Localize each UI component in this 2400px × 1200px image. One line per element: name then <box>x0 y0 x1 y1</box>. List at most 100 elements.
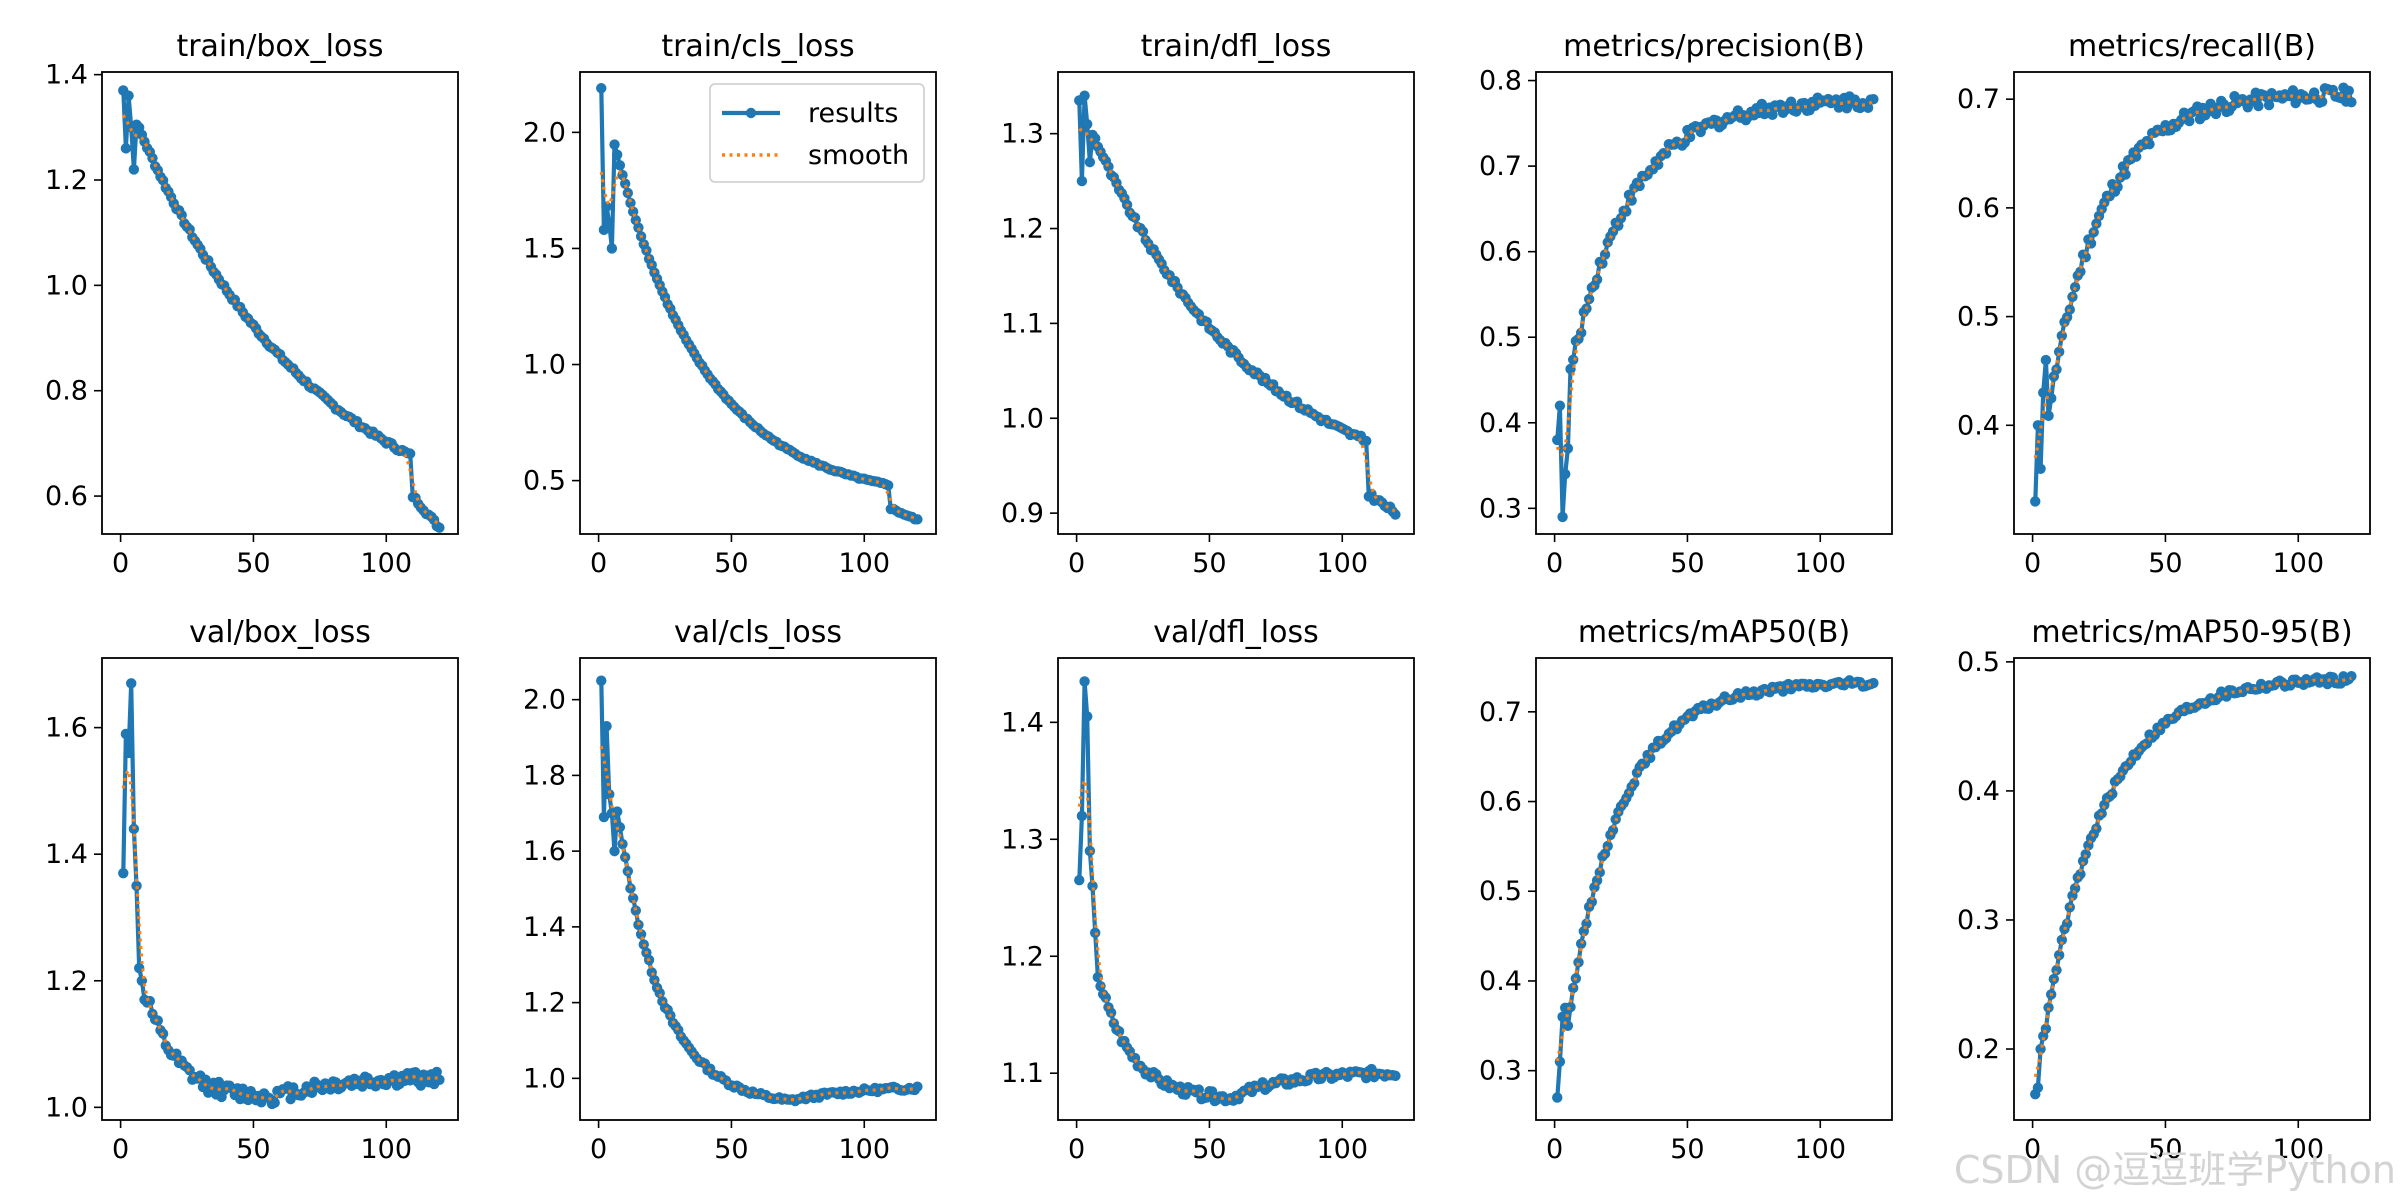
y-tick-label: 0.4 <box>1957 776 2000 807</box>
x-tick-label: 50 <box>2148 1134 2182 1165</box>
axes-frame <box>101 657 459 1121</box>
x-tick-label: 50 <box>2148 548 2182 579</box>
axes-frame <box>579 657 937 1121</box>
y-tick-label: 0.6 <box>1957 193 2000 224</box>
y-tick-label: 0.4 <box>1479 966 1522 997</box>
data-point <box>2032 420 2044 431</box>
x-tick-label: 0 <box>1068 1134 1085 1165</box>
series-smooth-line <box>599 745 918 1102</box>
data-point <box>2316 96 2328 107</box>
chart-panel: metrics/mAP50-95(B) 0 50 100 0.2 0.3 0.4 0.5 <box>1957 615 2371 1165</box>
data-point <box>625 197 636 209</box>
data-point <box>2346 670 2357 682</box>
y-tick-label: 0.5 <box>1957 302 2000 333</box>
data-point <box>1785 96 1797 107</box>
y-tick-label: 0.4 <box>1479 408 1522 439</box>
y-tick-label: 0.3 <box>1957 905 2000 936</box>
y-tick-label: 2.0 <box>523 117 566 148</box>
data-point <box>1621 206 1632 217</box>
data-point <box>2131 151 2142 162</box>
data-point <box>410 1067 421 1078</box>
y-tick-label: 2.0 <box>523 685 566 716</box>
plot-area <box>2030 670 2357 1100</box>
data-point <box>184 224 195 235</box>
data-point <box>2080 849 2091 860</box>
data-point <box>2346 97 2357 108</box>
y-tick-label: 0.5 <box>1479 322 1522 353</box>
data-point <box>1645 752 1656 764</box>
data-point <box>2030 496 2041 507</box>
data-point <box>912 514 923 525</box>
data-point <box>2343 85 2354 97</box>
data-point <box>1567 982 1579 994</box>
plot-area <box>596 675 923 1107</box>
axes-frame <box>1057 657 1415 1121</box>
data-point <box>619 178 631 189</box>
y-tick-label: 0.3 <box>1479 1056 1522 1087</box>
data-point <box>2051 964 2062 976</box>
y-tick-label: 0.8 <box>45 376 88 407</box>
plot-area <box>1552 91 1879 523</box>
data-point <box>611 149 623 160</box>
x-tick-label: 0 <box>1546 1134 1563 1165</box>
chart-title: train/dfl_loss <box>1141 29 1332 64</box>
data-point <box>2263 99 2275 111</box>
data-point <box>2032 1082 2044 1093</box>
data-point <box>1076 175 1088 187</box>
y-tick-label: 1.2 <box>1001 941 1044 972</box>
y-tick-label: 1.0 <box>45 1092 88 1123</box>
x-tick-label: 50 <box>1670 1134 1704 1165</box>
chart-title: metrics/mAP50(B) <box>1578 615 1850 650</box>
y-tick-label: 1.4 <box>45 839 88 870</box>
data-point <box>2184 115 2195 127</box>
y-tick-label: 1.2 <box>523 988 566 1019</box>
chart-title: val/box_loss <box>189 615 371 650</box>
chart-panel: metrics/precision(B) 0 50 100 0.3 0.4 0.5 0.6 0.… <box>1479 29 1893 579</box>
y-tick-label: 0.6 <box>45 481 88 512</box>
x-tick-label: 0 <box>1546 548 1563 579</box>
y-tick-label: 0.8 <box>1479 66 1522 97</box>
data-point <box>598 811 610 823</box>
x-tick-label: 100 <box>2272 548 2324 579</box>
x-tick-label: 0 <box>112 1134 129 1165</box>
data-point <box>596 675 607 686</box>
y-tick-label: 0.7 <box>1957 84 2000 115</box>
data-point <box>1557 511 1568 523</box>
axes-frame <box>1535 71 1893 535</box>
data-point <box>2107 788 2118 800</box>
x-tick-label: 100 <box>838 548 890 579</box>
data-point <box>633 222 644 233</box>
x-tick-label: 100 <box>360 548 412 579</box>
data-point <box>118 867 129 879</box>
data-point <box>357 1081 368 1092</box>
data-point <box>434 1074 445 1086</box>
y-tick-label: 0.9 <box>1001 498 1044 529</box>
series-results-line <box>1555 94 1874 520</box>
x-tick-label: 100 <box>360 1134 412 1165</box>
chart-panel: train/dfl_loss 0 50 100 0.9 1.0 1.1 1.2 1.3 <box>1001 29 1415 579</box>
data-point <box>1634 180 1645 192</box>
y-tick-label: 1.0 <box>1001 403 1044 434</box>
y-tick-label: 1.3 <box>1001 119 1044 150</box>
data-point <box>1557 1011 1568 1023</box>
data-point <box>120 143 132 154</box>
data-point <box>120 728 132 740</box>
x-tick-label: 100 <box>1316 548 1368 579</box>
data-point <box>1591 875 1603 886</box>
data-point <box>1581 918 1592 929</box>
series-results-line <box>1077 93 1397 516</box>
data-point <box>133 962 145 974</box>
y-tick-label: 1.1 <box>1001 308 1044 339</box>
data-point <box>1583 293 1595 305</box>
x-tick-label: 50 <box>714 1134 748 1165</box>
data-point <box>2043 1002 2054 1013</box>
data-point <box>1684 131 1696 143</box>
chart-title: train/cls_loss <box>661 29 854 64</box>
data-point <box>2043 410 2054 422</box>
y-tick-label: 1.5 <box>523 233 566 264</box>
data-point <box>630 905 641 916</box>
data-point <box>1552 434 1563 446</box>
y-tick-label: 0.5 <box>1479 876 1522 907</box>
y-tick-label: 1.3 <box>1001 824 1044 855</box>
data-point <box>1105 1007 1117 1018</box>
